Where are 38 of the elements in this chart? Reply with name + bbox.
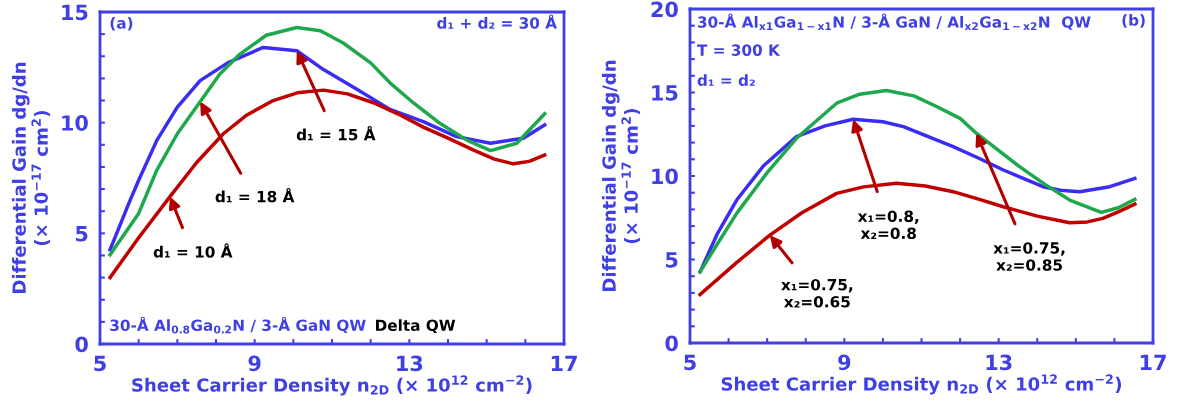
x-tick-label: 5 [684,354,696,371]
y-tick-label: 15 [652,85,678,101]
annotation: d₁ = 18 Å [215,187,295,203]
annotation: T = 300 K [697,44,781,56]
x-tick-label: 13 [986,354,1012,371]
line-series [698,181,1137,297]
line-series [698,88,1137,274]
annotation: x₁=0.75, x₂=0.85 [993,242,1065,271]
annotation: x₁=0.8, x₂=0.8 [857,210,919,240]
y-axis-title: Differential Gain dg/dn (× 10$^{−17}$ cm$^{2}$) [601,60,641,291]
y-tick-label: 0 [75,336,88,353]
x-tick-label: 5 [94,355,106,372]
y-tick-label: 10 [652,168,678,185]
annotation: d₁ + d₂ = 30 Å [437,14,557,29]
annotation: Delta QW [375,319,456,334]
x-axis-title: Sheet Carrier Density n$_{2D}$ (× 10$^{12}$ cm$^{−2}$) [721,374,1121,395]
annotation: d₁ = 15 Å [296,125,376,141]
annotation: (a) [110,17,133,31]
y-tick-label: 10 [62,115,88,131]
text: 30-Å Al$_{x1}$Ga$_{1−x1}$N / 3-Å GaN / Al$_{x2}$Ga$_{1−x2}$N QW [697,13,1091,31]
line-series [108,88,547,280]
x-axis-title: Sheet Carrier Density n$_{2D}$ (× 10$^{12}$ cm$^{−2}$) [132,375,532,396]
annotation: d₁ = 10 Å [153,243,233,258]
x-tick-label: 17 [551,355,577,371]
y-tick-label: 15 [62,4,88,21]
annotation: x₁=0.75, x₂=0.65 [781,278,853,308]
x-tick-label: 13 [397,355,423,372]
y-tick-label: 5 [76,226,88,242]
x-tick-label: 9 [248,355,261,372]
annotation: (b) [1122,14,1145,28]
annotation: d₁ = d₂ [697,74,755,86]
y-axis-title: Differential Gain dg/dn (× 10$^{−17}$ cm$^{2}$) [11,62,51,293]
y-tick-label: 0 [665,335,678,352]
x-tick-label: 17 [1140,354,1166,370]
y-tick-label: 20 [651,1,678,18]
y-tick-label: 5 [666,252,678,268]
x-tick-label: 9 [838,354,851,371]
annotation: 30-Å Al$_{0.8}$Ga$_{0.2}$N / 3-Å GaN QW [110,316,366,334]
